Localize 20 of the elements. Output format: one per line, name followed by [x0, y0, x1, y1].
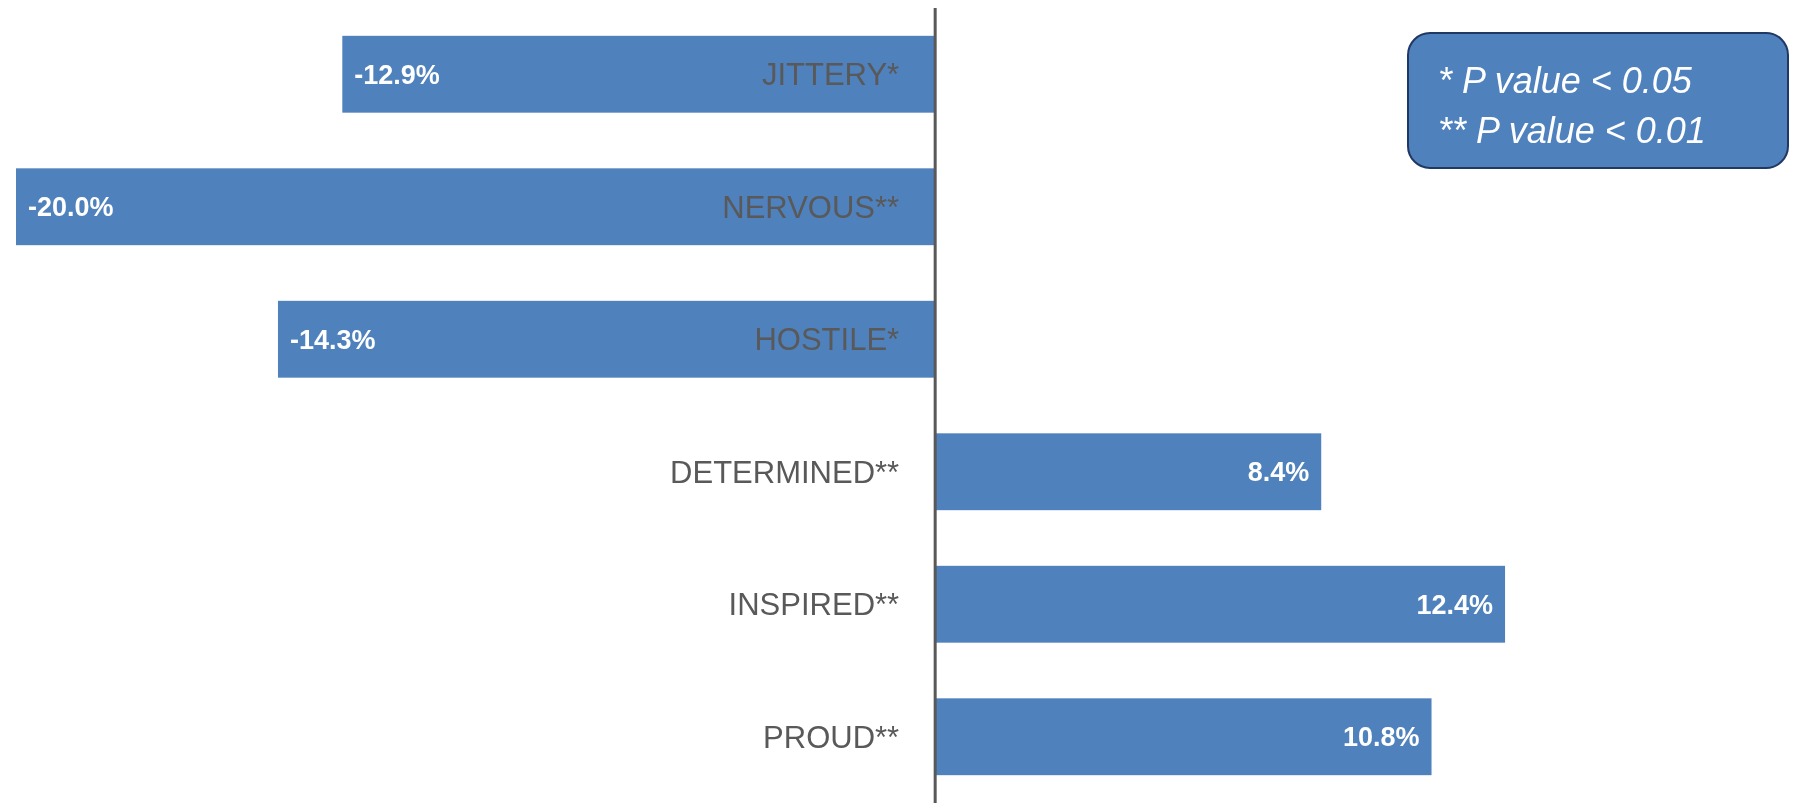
y-tick-label: NERVOUS** — [722, 189, 900, 225]
annotation: ** P value < 0.01 — [1438, 110, 1706, 151]
bar — [935, 565, 1506, 643]
y-tick-label: DETERMINED** — [670, 454, 900, 490]
data-label: 10.8% — [1342, 722, 1420, 753]
y-tick-label: JITTERY* — [761, 57, 900, 93]
data-label: 8.4% — [1247, 457, 1310, 488]
data-label: -14.3% — [289, 324, 376, 355]
data-label: -12.9% — [354, 59, 440, 90]
y-tick-label: PROUD** — [763, 719, 900, 755]
data-label: -20.0% — [28, 192, 114, 223]
bar — [277, 300, 936, 378]
annotation: * P value < 0.05 — [1438, 60, 1693, 101]
bar — [342, 35, 936, 113]
data-label: 12.4% — [1416, 589, 1494, 620]
bar — [16, 168, 936, 246]
bar — [935, 433, 1322, 511]
bar — [935, 698, 1432, 776]
y-tick-label: INSPIRED** — [728, 587, 900, 623]
y-tick-label: HOSTILE* — [754, 322, 900, 358]
